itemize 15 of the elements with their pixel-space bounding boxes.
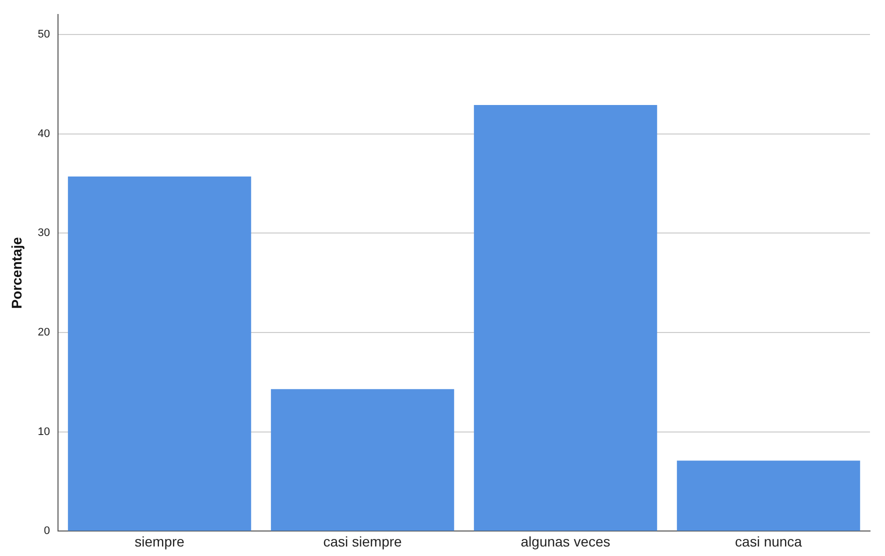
y-tick-label: 50 <box>38 28 50 40</box>
y-axis-title: Porcentaje <box>8 236 24 309</box>
y-tick-label: 20 <box>38 326 50 339</box>
x-tick-label: casi nunca <box>735 533 802 550</box>
y-tick-label: 40 <box>38 128 50 140</box>
bar <box>676 460 860 531</box>
bar <box>68 176 252 531</box>
bar <box>474 105 658 531</box>
y-tick-label: 10 <box>38 426 50 438</box>
bar <box>270 389 454 531</box>
y-tick-label: 0 <box>44 525 50 538</box>
x-tick-label: siempre <box>134 533 185 550</box>
x-tick-label: algunas veces <box>520 533 610 550</box>
y-tick-label: 30 <box>38 227 50 240</box>
x-tick-label: casi siempre <box>323 533 402 550</box>
